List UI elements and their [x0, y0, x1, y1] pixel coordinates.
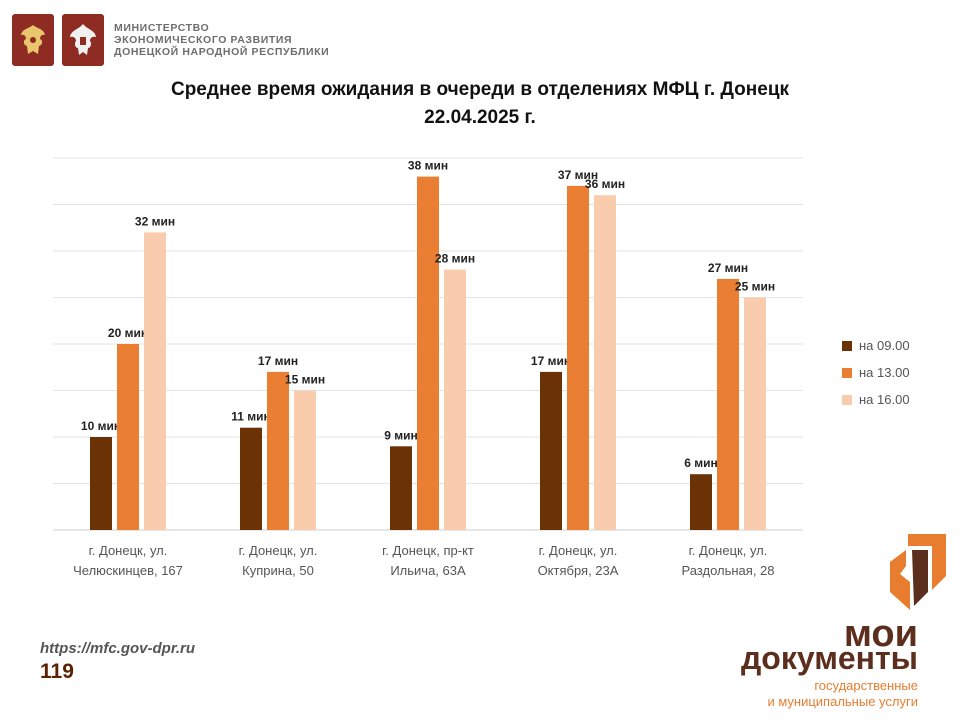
data-label: 17 мин	[531, 354, 571, 368]
ministry-name: МИНИСТЕРСТВО ЭКОНОМИЧЕСКОГО РАЗВИТИЯ ДОН…	[114, 22, 329, 58]
bar	[594, 195, 616, 530]
category-label: г. Донецк, ул.	[89, 543, 168, 558]
category-label: г. Донецк, ул.	[539, 543, 618, 558]
chart-title: Среднее время ожидания в очереди в отдел…	[0, 76, 960, 132]
bar	[267, 371, 289, 530]
category-label: Челюскинцев, 167	[73, 563, 183, 578]
chart-title-line-1: Среднее время ожидания в очереди в отдел…	[170, 79, 790, 100]
legend-item-0900: на 09.00	[842, 332, 910, 359]
legend-label-0900: на 09.00	[859, 338, 910, 353]
category-label: г. Донецк, пр-кт	[382, 543, 474, 558]
brand-word-moi: мои	[843, 613, 918, 655]
data-label: 17 мин	[258, 354, 298, 368]
bar	[690, 474, 712, 530]
data-label: 37 мин	[558, 168, 598, 182]
bar	[744, 297, 766, 530]
legend-item-1300: на 13.00	[842, 359, 910, 386]
bar	[417, 176, 439, 530]
page-number: 119	[40, 660, 74, 683]
bar	[90, 437, 112, 530]
ministry-line-2: ЭКОНОМИЧЕСКОГО РАЗВИТИЯ	[114, 34, 293, 46]
data-label: 15 мин	[285, 373, 325, 387]
brand-word-dokumenty: документы	[740, 640, 918, 676]
brand-mark-icon	[890, 534, 946, 610]
footer-url: https://mfc.gov-dpr.ru	[40, 640, 195, 657]
category-label: Раздольная, 28	[681, 563, 774, 578]
legend-item-1600: на 16.00	[842, 386, 910, 413]
brand-tagline-2: и муниципальные услуги	[767, 694, 918, 709]
bar	[390, 446, 412, 530]
bar	[240, 427, 262, 530]
data-label: 9 мин	[384, 428, 418, 442]
category-label: г. Донецк, ул.	[689, 543, 768, 558]
moi-dokumenty-logo: мои документы государственные и муниципа…	[712, 530, 946, 710]
legend-swatch-0900	[842, 340, 852, 351]
brand-tagline-1: государственные	[814, 678, 918, 693]
bar	[294, 390, 316, 530]
data-label: 36 мин	[585, 177, 625, 191]
data-label: 32 мин	[135, 214, 175, 228]
coat-of-arms-emblem	[12, 14, 54, 66]
data-label: 28 мин	[435, 252, 475, 266]
header-logos: МИНИСТЕРСТВО ЭКОНОМИЧЕСКОГО РАЗВИТИЯ ДОН…	[12, 14, 329, 66]
data-label: 20 мин	[108, 326, 148, 340]
bar	[117, 344, 139, 530]
data-label: 25 мин	[735, 280, 775, 294]
data-label: 27 мин	[708, 261, 748, 275]
category-label: г. Донецк, ул.	[239, 543, 318, 558]
data-label: 10 мин	[81, 419, 121, 433]
ministry-line-3: ДОНЕЦКОЙ НАРОДНОЙ РЕСПУБЛИКИ	[114, 46, 330, 58]
chart-title-line-2: 22.04.2025 г.	[424, 107, 536, 128]
data-label: 38 мин	[408, 159, 448, 173]
bar	[540, 371, 562, 530]
bar	[144, 232, 166, 530]
legend-label-1300: на 13.00	[859, 365, 910, 380]
data-label: 11 мин	[231, 410, 271, 424]
legend-label-1600: на 16.00	[859, 392, 910, 407]
bar	[444, 269, 466, 530]
bar	[567, 185, 589, 530]
legend-swatch-1300	[842, 367, 852, 378]
ministry-line-1: МИНИСТЕРСТВО	[114, 22, 210, 34]
chart-legend: на 09.00 на 13.00 на 16.00	[842, 332, 910, 413]
republic-emblem	[62, 14, 104, 66]
category-label: Октября, 23А	[538, 563, 619, 578]
category-label: Ильича, 63А	[390, 563, 466, 578]
category-label: Куприна, 50	[242, 563, 314, 578]
legend-swatch-1600	[842, 394, 852, 405]
bar	[717, 278, 739, 530]
data-label: 6 мин	[684, 456, 718, 470]
